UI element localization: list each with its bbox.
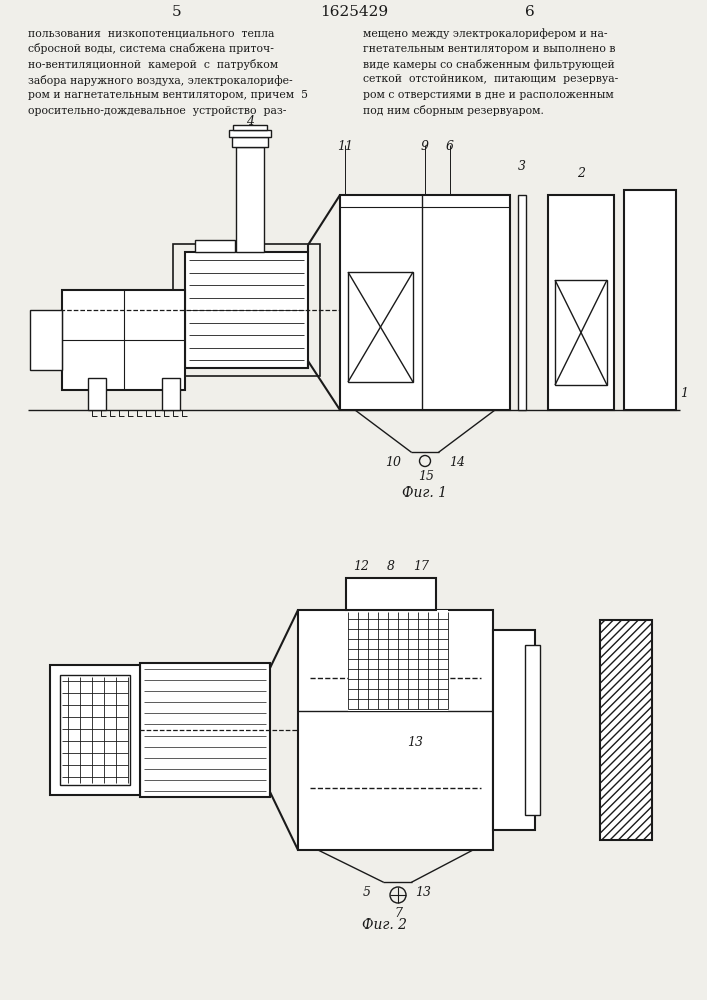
Bar — [236, 147, 264, 252]
Text: 5: 5 — [363, 886, 371, 899]
Text: забора наружного воздуха, электрокалорифе-: забора наружного воздуха, электрокалориф… — [28, 75, 293, 86]
Text: 9: 9 — [421, 140, 429, 153]
Text: виде камеры со снабженным фильтрующей: виде камеры со снабженным фильтрующей — [363, 59, 615, 70]
Text: 6: 6 — [446, 140, 454, 153]
Bar — [555, 280, 607, 385]
Bar — [348, 272, 413, 382]
Bar — [173, 244, 320, 376]
Text: 4: 4 — [246, 115, 254, 128]
Text: мещено между электрокалорифером и на-: мещено между электрокалорифером и на- — [363, 28, 607, 39]
Text: 2: 2 — [577, 167, 585, 180]
Text: оросительно-дождевальное  устройство  раз-: оросительно-дождевальное устройство раз- — [28, 105, 286, 115]
Bar — [185, 252, 308, 368]
Bar — [232, 137, 268, 147]
Text: пользования  низкопотенциального  тепла: пользования низкопотенциального тепла — [28, 28, 274, 38]
Text: 5: 5 — [173, 5, 182, 19]
Text: Фиг. 1: Фиг. 1 — [402, 486, 448, 500]
Text: 17: 17 — [413, 560, 429, 573]
Text: 3: 3 — [518, 160, 526, 173]
Bar — [229, 130, 271, 137]
Bar — [624, 190, 676, 410]
Bar — [298, 610, 493, 850]
Bar — [340, 195, 510, 410]
Bar — [162, 378, 180, 410]
Bar — [493, 630, 535, 830]
Text: 13: 13 — [415, 886, 431, 899]
Text: 1: 1 — [680, 387, 688, 400]
Text: 8: 8 — [387, 560, 395, 573]
Bar — [525, 645, 540, 815]
Bar — [50, 665, 140, 795]
Text: 7: 7 — [394, 907, 402, 920]
Bar — [346, 578, 436, 610]
Bar — [30, 310, 62, 370]
Text: 6: 6 — [525, 5, 535, 19]
Bar — [233, 125, 267, 130]
Bar — [600, 620, 652, 840]
Bar — [62, 290, 185, 390]
Text: ром и нагнетательным вентилятором, причем  5: ром и нагнетательным вентилятором, приче… — [28, 90, 308, 100]
Bar — [60, 675, 130, 785]
Text: гнетательным вентилятором и выполнено в: гнетательным вентилятором и выполнено в — [363, 43, 616, 53]
Text: 12: 12 — [353, 560, 369, 573]
Text: Фиг. 2: Фиг. 2 — [363, 918, 407, 932]
Text: 15: 15 — [418, 470, 434, 483]
Bar — [600, 620, 652, 840]
Bar — [518, 195, 526, 410]
Bar — [348, 610, 448, 711]
Text: сеткой  отстойником,  питающим  резервуа-: сеткой отстойником, питающим резервуа- — [363, 75, 618, 85]
Text: но-вентиляционной  камерой  с  патрубком: но-вентиляционной камерой с патрубком — [28, 59, 278, 70]
Bar — [88, 378, 106, 410]
Bar — [140, 663, 270, 797]
Text: 14: 14 — [449, 456, 465, 469]
Text: сбросной воды, система снабжена приточ-: сбросной воды, система снабжена приточ- — [28, 43, 274, 54]
Text: 1625429: 1625429 — [320, 5, 388, 19]
Bar — [195, 240, 235, 252]
Text: 10: 10 — [385, 456, 401, 469]
Text: ром с отверстиями в дне и расположенным: ром с отверстиями в дне и расположенным — [363, 90, 614, 100]
Text: под ним сборным резервуаром.: под ним сборным резервуаром. — [363, 105, 544, 116]
Text: 11: 11 — [337, 140, 353, 153]
Bar — [548, 195, 614, 410]
Bar — [624, 190, 676, 410]
Text: 13: 13 — [407, 736, 423, 748]
